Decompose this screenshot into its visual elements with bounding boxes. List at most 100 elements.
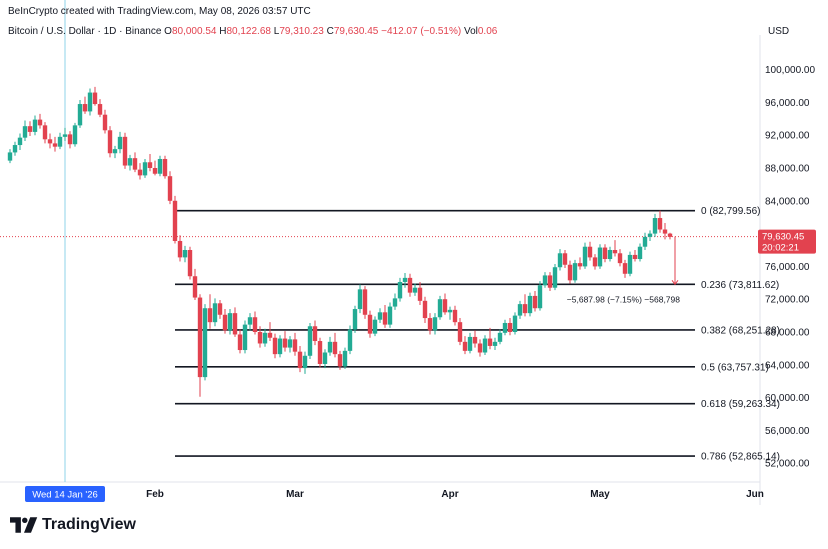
candle-body[interactable]: [222, 314, 228, 331]
candle-body[interactable]: [12, 145, 18, 153]
candle-body[interactable]: [442, 299, 448, 313]
candle-body[interactable]: [132, 158, 138, 170]
candle-body[interactable]: [117, 136, 123, 150]
candle-body[interactable]: [497, 332, 503, 342]
candle-body[interactable]: [67, 134, 73, 145]
candle-body[interactable]: [352, 309, 358, 330]
candle-body[interactable]: [637, 246, 643, 260]
candle-body[interactable]: [162, 158, 168, 177]
candle-body[interactable]: [247, 317, 253, 325]
candle-body[interactable]: [107, 130, 113, 154]
candle-body[interactable]: [542, 275, 548, 286]
candle-body[interactable]: [387, 306, 393, 325]
candle-body[interactable]: [517, 304, 523, 316]
candle-body[interactable]: [312, 326, 318, 342]
candle-body[interactable]: [47, 139, 53, 144]
candle-body[interactable]: [37, 119, 43, 126]
candle-body[interactable]: [242, 324, 248, 351]
candle-body[interactable]: [182, 250, 188, 258]
candle-body[interactable]: [7, 152, 13, 161]
candle-body[interactable]: [57, 136, 63, 147]
candle-body[interactable]: [587, 246, 593, 258]
candle-body[interactable]: [332, 341, 338, 355]
candle-body[interactable]: [212, 303, 218, 323]
candle-body[interactable]: [577, 263, 583, 267]
candle-body[interactable]: [192, 276, 198, 298]
candle-body[interactable]: [287, 339, 293, 348]
candle-body[interactable]: [302, 355, 308, 369]
candle-body[interactable]: [612, 250, 618, 254]
candle-body[interactable]: [487, 338, 493, 346]
candle-body[interactable]: [147, 162, 153, 168]
candle-body[interactable]: [462, 341, 468, 351]
candle-body[interactable]: [607, 250, 613, 260]
candle-body[interactable]: [27, 126, 33, 132]
candle-body[interactable]: [482, 338, 488, 353]
candle-body[interactable]: [617, 253, 623, 264]
candle-body[interactable]: [477, 343, 483, 353]
candle-body[interactable]: [267, 332, 273, 338]
candle-body[interactable]: [432, 317, 438, 331]
candle-body[interactable]: [667, 233, 673, 237]
candle-body[interactable]: [202, 308, 208, 378]
candle-body[interactable]: [547, 275, 553, 288]
candle-body[interactable]: [382, 312, 388, 325]
candle-body[interactable]: [467, 336, 473, 351]
tradingview-logo[interactable]: TradingView: [10, 516, 136, 534]
candle-body[interactable]: [367, 314, 373, 334]
candle-body[interactable]: [457, 322, 463, 342]
candle-body[interactable]: [337, 354, 343, 367]
candle-body[interactable]: [422, 300, 428, 319]
candle-body[interactable]: [642, 236, 648, 247]
candle-body[interactable]: [622, 263, 628, 274]
candle-body[interactable]: [252, 317, 258, 332]
candle-body[interactable]: [142, 162, 148, 176]
candle-body[interactable]: [52, 143, 58, 147]
candle-body[interactable]: [102, 114, 108, 131]
candle-body[interactable]: [272, 337, 278, 355]
candle-body[interactable]: [627, 254, 633, 274]
candle-body[interactable]: [157, 158, 163, 174]
candle-body[interactable]: [537, 285, 543, 309]
candle-body[interactable]: [322, 352, 328, 364]
candle-body[interactable]: [502, 322, 508, 333]
candle-body[interactable]: [317, 341, 323, 364]
candle-body[interactable]: [447, 309, 453, 313]
candle-body[interactable]: [532, 295, 538, 309]
candle-body[interactable]: [292, 339, 298, 352]
candle-body[interactable]: [77, 104, 83, 126]
candle-body[interactable]: [662, 229, 668, 234]
candle-body[interactable]: [62, 134, 68, 137]
symbol-name[interactable]: Bitcoin / U.S. Dollar · 1D · Binance: [8, 26, 162, 37]
candle-body[interactable]: [127, 158, 133, 166]
candle-body[interactable]: [137, 169, 143, 176]
candle-body[interactable]: [652, 218, 658, 234]
candle-body[interactable]: [297, 351, 303, 369]
candle-body[interactable]: [122, 136, 128, 166]
candle-body[interactable]: [437, 299, 443, 318]
currency-label[interactable]: USD: [768, 26, 790, 37]
candle-body[interactable]: [582, 246, 588, 267]
candle-body[interactable]: [377, 312, 383, 320]
candle-body[interactable]: [657, 218, 663, 230]
candle-body[interactable]: [492, 341, 498, 346]
candle-body[interactable]: [397, 281, 403, 299]
candle-body[interactable]: [597, 247, 603, 267]
candle-body[interactable]: [527, 295, 533, 314]
candle-body[interactable]: [217, 303, 223, 315]
candle-body[interactable]: [167, 176, 173, 201]
candle-body[interactable]: [417, 287, 423, 301]
candle-body[interactable]: [557, 253, 563, 268]
candle-body[interactable]: [187, 250, 193, 277]
candle-body[interactable]: [647, 233, 653, 237]
candle-body[interactable]: [552, 267, 558, 288]
candle-body[interactable]: [522, 304, 528, 314]
candle-body[interactable]: [17, 137, 23, 146]
candle-body[interactable]: [92, 92, 98, 105]
candle-body[interactable]: [227, 313, 233, 331]
candle-body[interactable]: [512, 315, 518, 332]
candle-body[interactable]: [592, 257, 598, 267]
candle-body[interactable]: [347, 329, 353, 351]
candle-body[interactable]: [632, 254, 638, 260]
